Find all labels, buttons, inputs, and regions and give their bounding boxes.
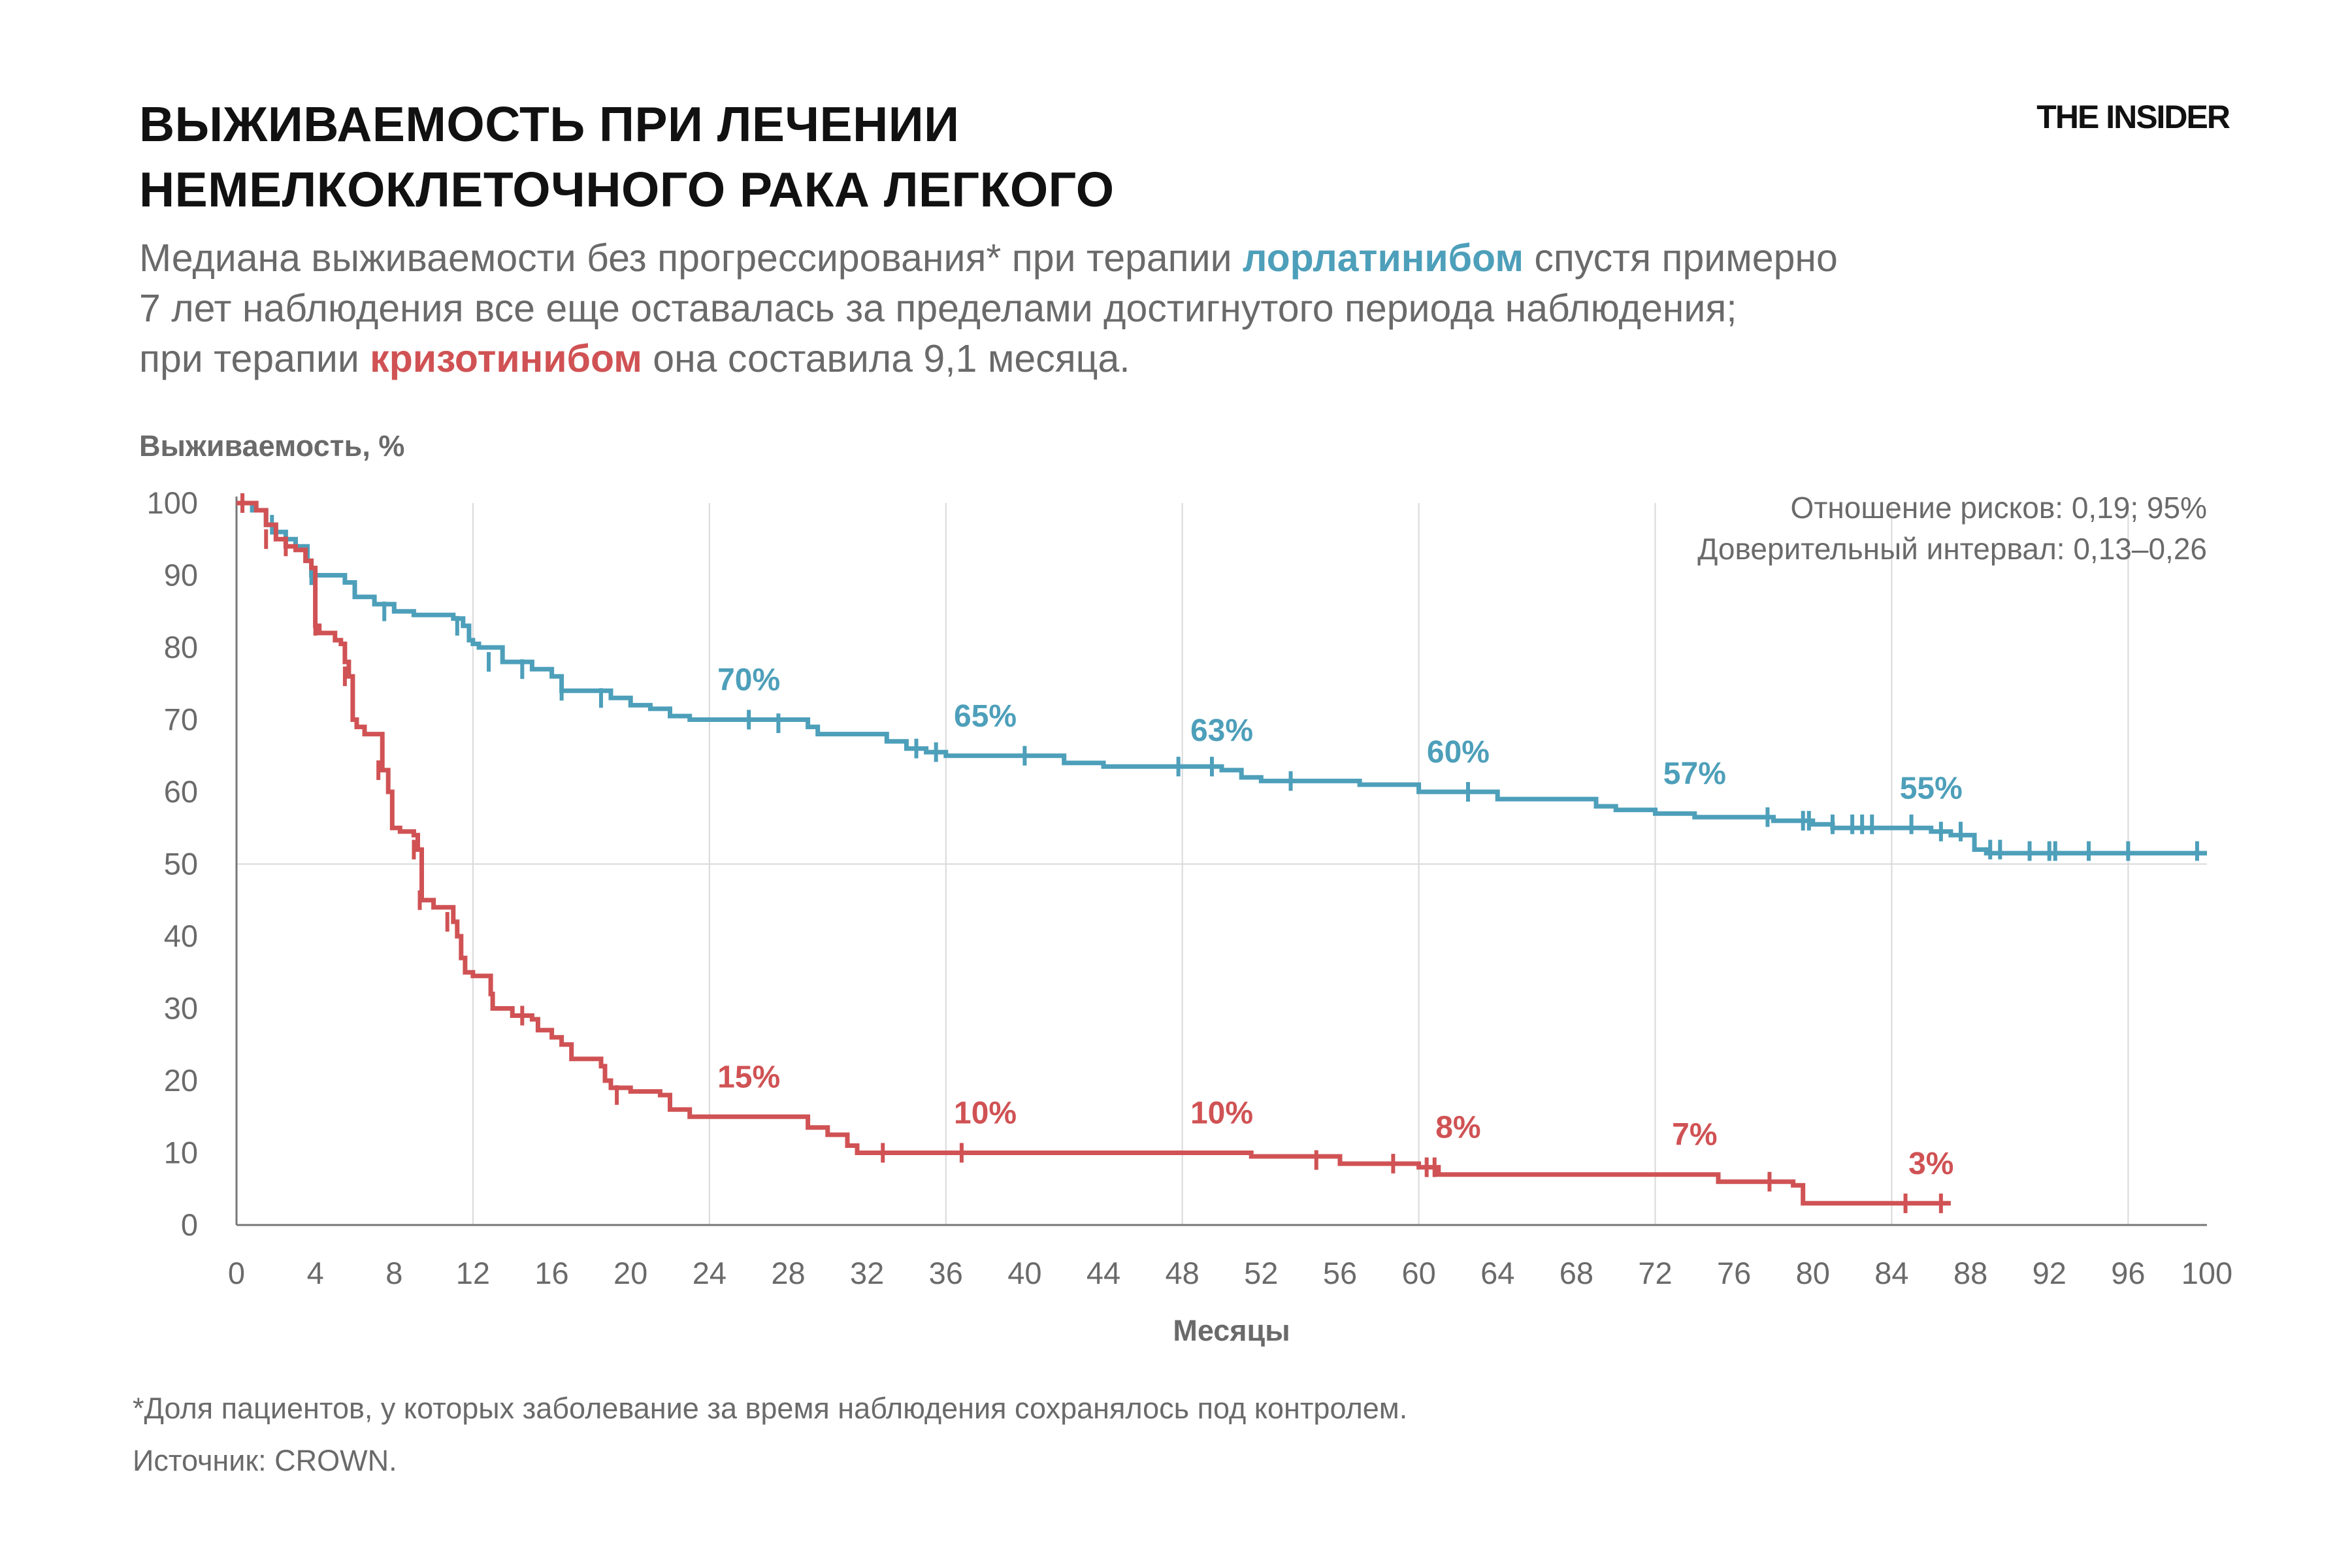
hazard-ratio-annotation: Отношение рисков: 0,19; 95% [1791,491,2207,525]
x-tick-label: 48 [1166,1256,1200,1290]
x-tick-label: 32 [850,1256,884,1290]
x-tick-label: 52 [1244,1256,1278,1290]
x-tick-label: 36 [929,1256,963,1290]
y-tick-label: 20 [164,1063,198,1098]
subtitle-text: спустя примерно [1523,237,1838,280]
source-note: Источник: CROWN. [133,1444,397,1477]
subtitle-text: Медиана выживаемости без прогрессировани… [139,237,1243,280]
y-tick-label: 30 [164,991,198,1026]
lorlatinib-highlight: лорлатинибом [1242,237,1524,280]
tick-labels: 0 4 8 12 16 20 24 28 32 36 40 44 48 52 56 60 64 68 72 76 80 8… [147,485,2233,1290]
x-tick-label: 56 [1323,1256,1357,1290]
x-tick-label: 0 [228,1256,245,1290]
gridlines [237,503,2207,1225]
data-label-crizotinib: 8% [1435,1111,1480,1145]
subtitle: Медиана выживаемости без прогрессировани… [139,233,2197,384]
x-tick-label: 64 [1480,1256,1514,1290]
the-insider-logo: THE INSIDER [2036,99,2230,135]
y-tick-label: 10 [164,1135,198,1170]
x-tick-label: 76 [1717,1256,1751,1290]
x-tick-label: 72 [1638,1256,1672,1290]
x-tick-label: 88 [1953,1256,1987,1290]
subtitle-text: при терапии [139,337,370,380]
data-label-crizotinib: 10% [1190,1096,1253,1131]
x-tick-label: 28 [771,1256,805,1290]
y-tick-label: 80 [164,630,198,664]
y-tick-label: 70 [164,702,198,737]
x-tick-label: 84 [1874,1256,1908,1290]
data-label-crizotinib: 7% [1672,1118,1717,1152]
data-label-lorlatinib: 70% [717,663,780,698]
series-line-lorlatinib [237,500,2207,856]
x-tick-label: 60 [1401,1256,1435,1290]
data-label-lorlatinib: 60% [1427,735,1490,770]
axes [235,497,2207,1226]
x-tick-label: 44 [1086,1256,1120,1290]
subtitle-line-2: 7 лет наблюдения все еще оставалась за п… [139,287,1737,330]
data-label-lorlatinib: 65% [954,699,1017,734]
y-tick-label: 50 [164,847,198,881]
data-label-crizotinib: 15% [717,1060,780,1094]
data-label-crizotinib: 3% [1908,1147,1953,1181]
subtitle-line-1: Медиана выживаемости без прогрессировани… [139,233,2197,284]
crizotinib-highlight: кризотинибом [370,337,642,380]
data-label-lorlatinib: 57% [1663,757,1726,791]
data-label-crizotinib: 10% [954,1096,1017,1131]
y-tick-label: 40 [164,919,198,953]
series [237,493,2207,1213]
title-line-2: НЕМЕЛКОКЛЕТОЧНОГО РАКА ЛЕГКОГО [139,162,1115,217]
x-tick-label: 100 [2181,1256,2232,1290]
x-tick-label: 16 [534,1256,568,1290]
subtitle-text: она составила 9,1 месяца. [642,337,1130,380]
data-label-lorlatinib: 63% [1190,713,1253,748]
subtitle-line-3: при терапии кризотинибом она составила 9… [139,334,2197,384]
x-tick-label: 12 [456,1256,490,1290]
x-tick-label: 80 [1796,1256,1830,1290]
title-line-1: ВЫЖИВАЕМОСТЬ ПРИ ЛЕЧЕНИИ [139,97,960,152]
page-title: ВЫЖИВАЕМОСТЬ ПРИ ЛЕЧЕНИИ НЕМЕЛКОКЛЕТОЧНО… [139,91,1115,222]
x-tick-label: 68 [1560,1256,1593,1290]
y-tick-label: 0 [181,1207,198,1242]
data-label-lorlatinib: 55% [1900,771,1963,806]
x-tick-label: 92 [2033,1256,2066,1290]
x-tick-label: 4 [307,1256,324,1290]
y-tick-label: 90 [164,558,198,593]
y-tick-label: 60 [164,774,198,809]
x-tick-label: 20 [613,1256,647,1290]
data-labels: 70% 65% 63% 60% 57% 55% 15% 10% 10% 8% 7% 3% [717,663,1963,1181]
x-axis-title: Месяцы [1173,1314,1290,1347]
footnote: *Доля пациентов, у которых заболевание з… [133,1392,1408,1425]
y-axis-title: Выживаемость, % [139,429,404,463]
x-tick-label: 96 [2111,1256,2145,1290]
confidence-interval-annotation: Доверительный интервал: 0,13–0,26 [1697,532,2207,566]
x-tick-label: 8 [385,1256,402,1290]
x-tick-label: 24 [693,1256,727,1290]
x-tick-label: 40 [1007,1256,1041,1290]
series-line-crizotinib [237,500,1951,1206]
y-tick-label: 100 [147,485,198,520]
